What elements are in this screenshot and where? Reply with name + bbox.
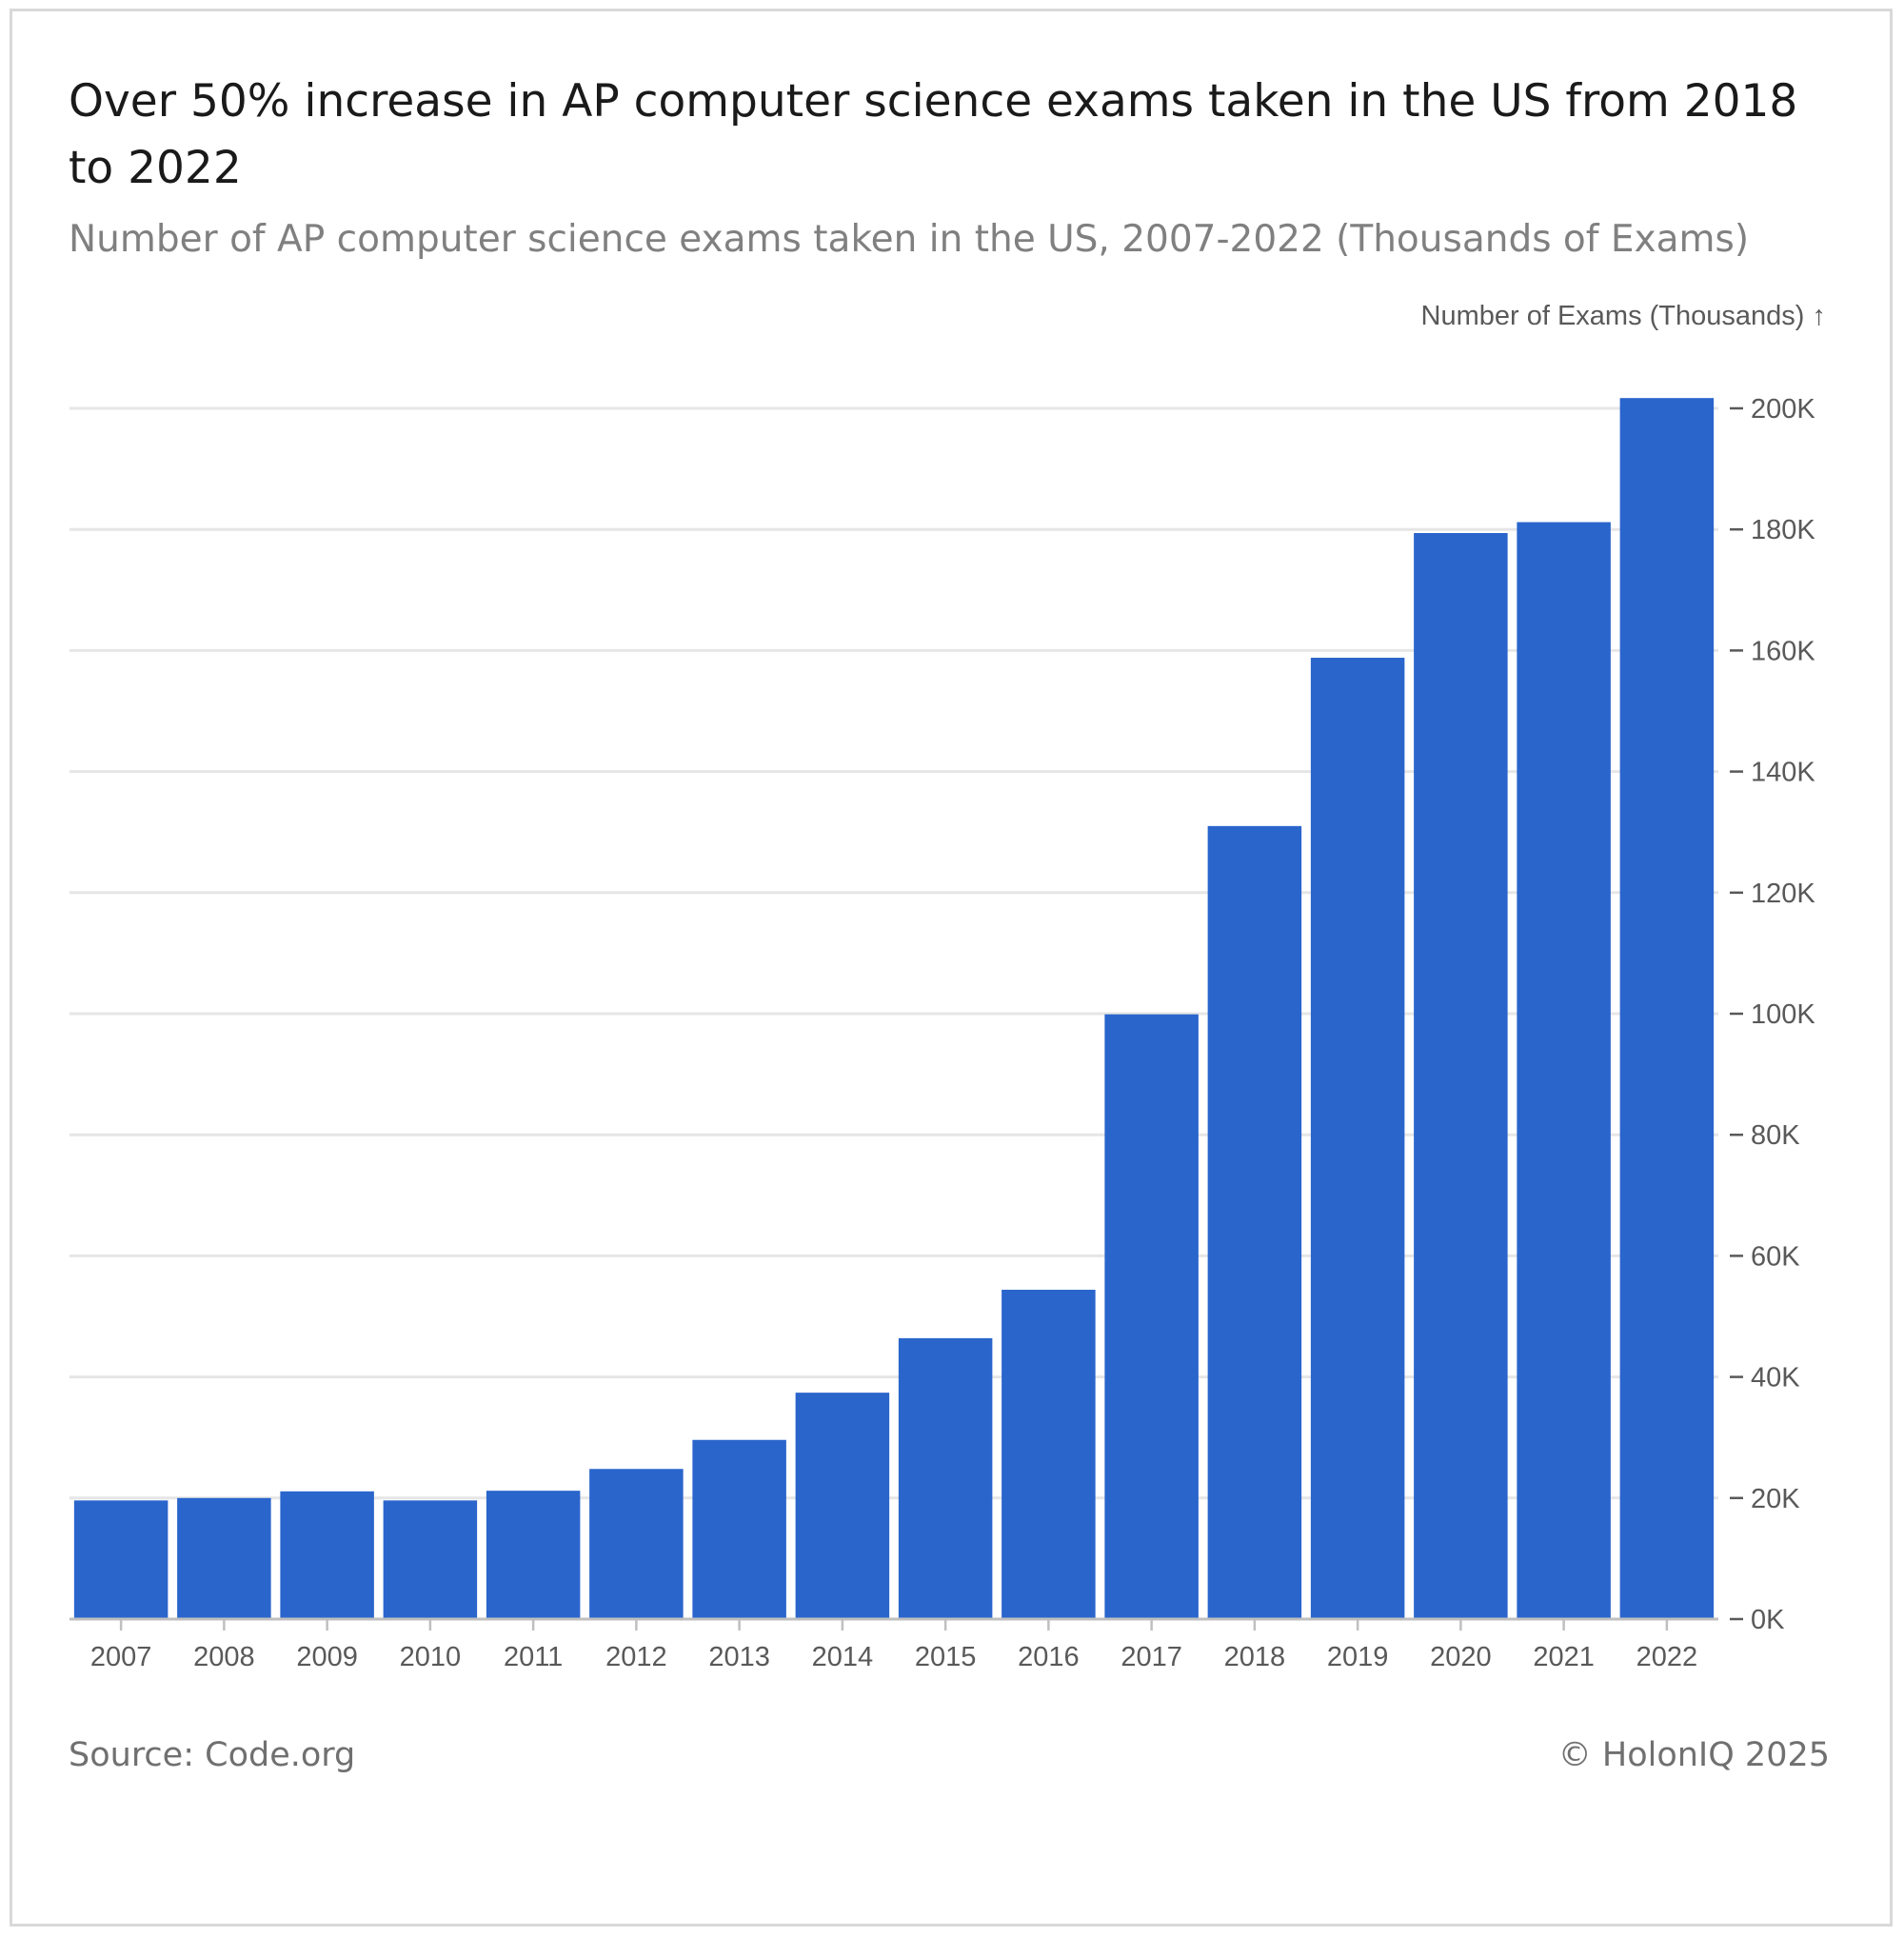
bar-2013 (692, 1439, 786, 1619)
y-tick-label: 40K (1751, 1363, 1800, 1393)
bar-2014 (795, 1393, 890, 1619)
bar-2017 (1104, 1014, 1199, 1619)
y-axis-title: Number of Exams (Thousands) ↑ (1421, 301, 1826, 331)
y-tick-label: 100K (1751, 999, 1815, 1030)
x-tick-label: 2007 (90, 1642, 152, 1672)
y-tick-label: 120K (1751, 879, 1815, 909)
y-tick-label: 0K (1751, 1605, 1785, 1635)
x-tick-label: 2009 (296, 1642, 358, 1672)
x-tick-label: 2014 (812, 1642, 874, 1672)
bars (73, 398, 1715, 1619)
x-tick-label: 2016 (1018, 1642, 1080, 1672)
y-tick-label: 80K (1751, 1120, 1800, 1151)
bar-2015 (898, 1337, 993, 1619)
y-tick-label: 140K (1751, 758, 1815, 788)
x-tick-label: 2008 (193, 1642, 255, 1672)
x-tick-label: 2020 (1430, 1642, 1492, 1672)
bar-2021 (1517, 522, 1611, 1619)
bar-2008 (177, 1497, 271, 1619)
x-tick-label: 2010 (400, 1642, 462, 1672)
bar-2022 (1619, 398, 1715, 1619)
source-note: Source: Code.org (69, 1736, 356, 1774)
x-tick-label: 2021 (1533, 1642, 1595, 1672)
x-tick-label: 2019 (1327, 1642, 1389, 1672)
y-tick-label: 20K (1751, 1484, 1800, 1514)
y-tick-label: 60K (1751, 1241, 1800, 1272)
copyright-note: © HolonIQ 2025 (1557, 1736, 1830, 1774)
bar-2007 (73, 1500, 169, 1619)
bar-2020 (1414, 533, 1508, 1619)
bar-2011 (486, 1491, 581, 1619)
x-tick-label: 2012 (605, 1642, 667, 1672)
bar-2010 (383, 1500, 478, 1619)
bar-2016 (1002, 1290, 1096, 1619)
x-tick-label: 2018 (1224, 1642, 1286, 1672)
x-tick-label: 2017 (1121, 1642, 1182, 1672)
x-tick-label: 2015 (915, 1642, 977, 1672)
bar-2018 (1207, 825, 1302, 1619)
y-tick-label: 180K (1751, 515, 1815, 545)
bar-2009 (280, 1491, 374, 1619)
axes: 0K 20K 40K 60K 80K 100K 120K 140K 160K 180K 200K 20… (69, 394, 1815, 1672)
y-tick-label: 160K (1751, 636, 1815, 666)
chart-title: Over 50% increase in AP computer science… (69, 75, 1798, 194)
y-tick-label: 200K (1751, 394, 1815, 425)
chart-subtitle: Number of AP computer science exams take… (69, 218, 1750, 261)
bar-2012 (589, 1469, 684, 1619)
x-tick-label: 2022 (1636, 1642, 1698, 1672)
x-tick-label: 2011 (504, 1642, 563, 1672)
bar-2019 (1310, 658, 1405, 1619)
x-tick-label: 2013 (708, 1642, 770, 1672)
